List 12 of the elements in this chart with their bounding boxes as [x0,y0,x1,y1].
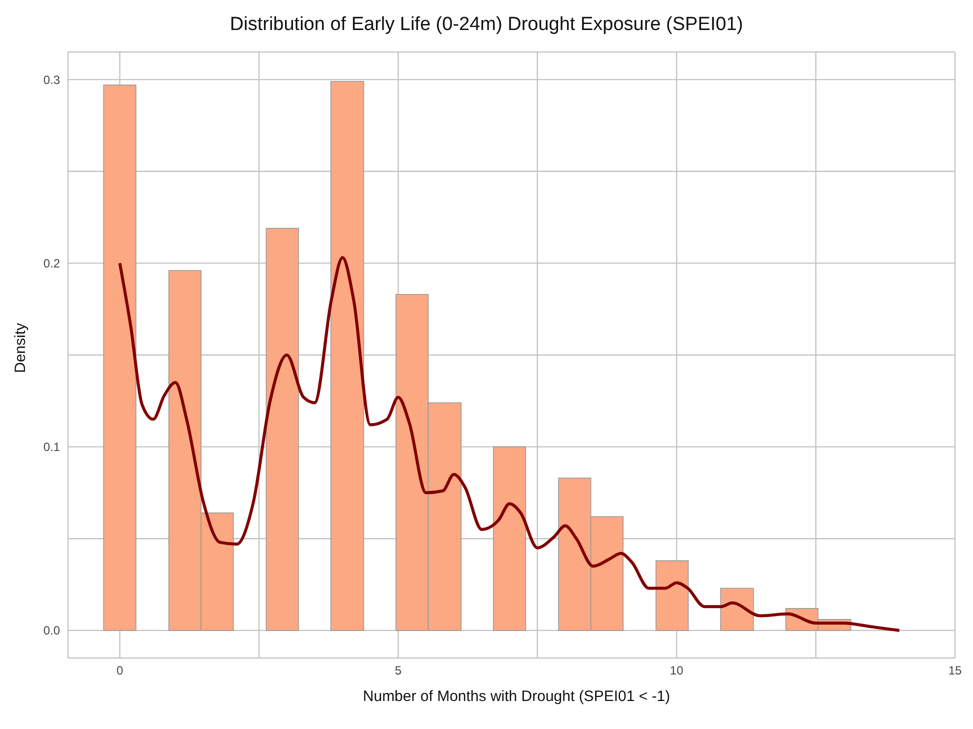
y-tick-label: 0.2 [43,256,60,270]
x-axis-title: Number of Months with Drought (SPEI01 < -1) [362,688,672,705]
x-tick-label: 15 [948,664,962,678]
x-tick-label: 5 [394,664,402,678]
y-tick-label: 0.1 [43,440,60,454]
y-axis-title: Density [12,322,29,376]
y-tick-label: 0.3 [43,72,60,87]
x-tick-label: 10 [670,664,684,678]
y-tick-label: 0.0 [43,624,60,638]
line-series [118,256,901,632]
x-tick-label: 0 [116,664,124,678]
chart-title: Distribution of Early Life (0-24m) Drought Exposure (SPEI01) [228,13,744,37]
